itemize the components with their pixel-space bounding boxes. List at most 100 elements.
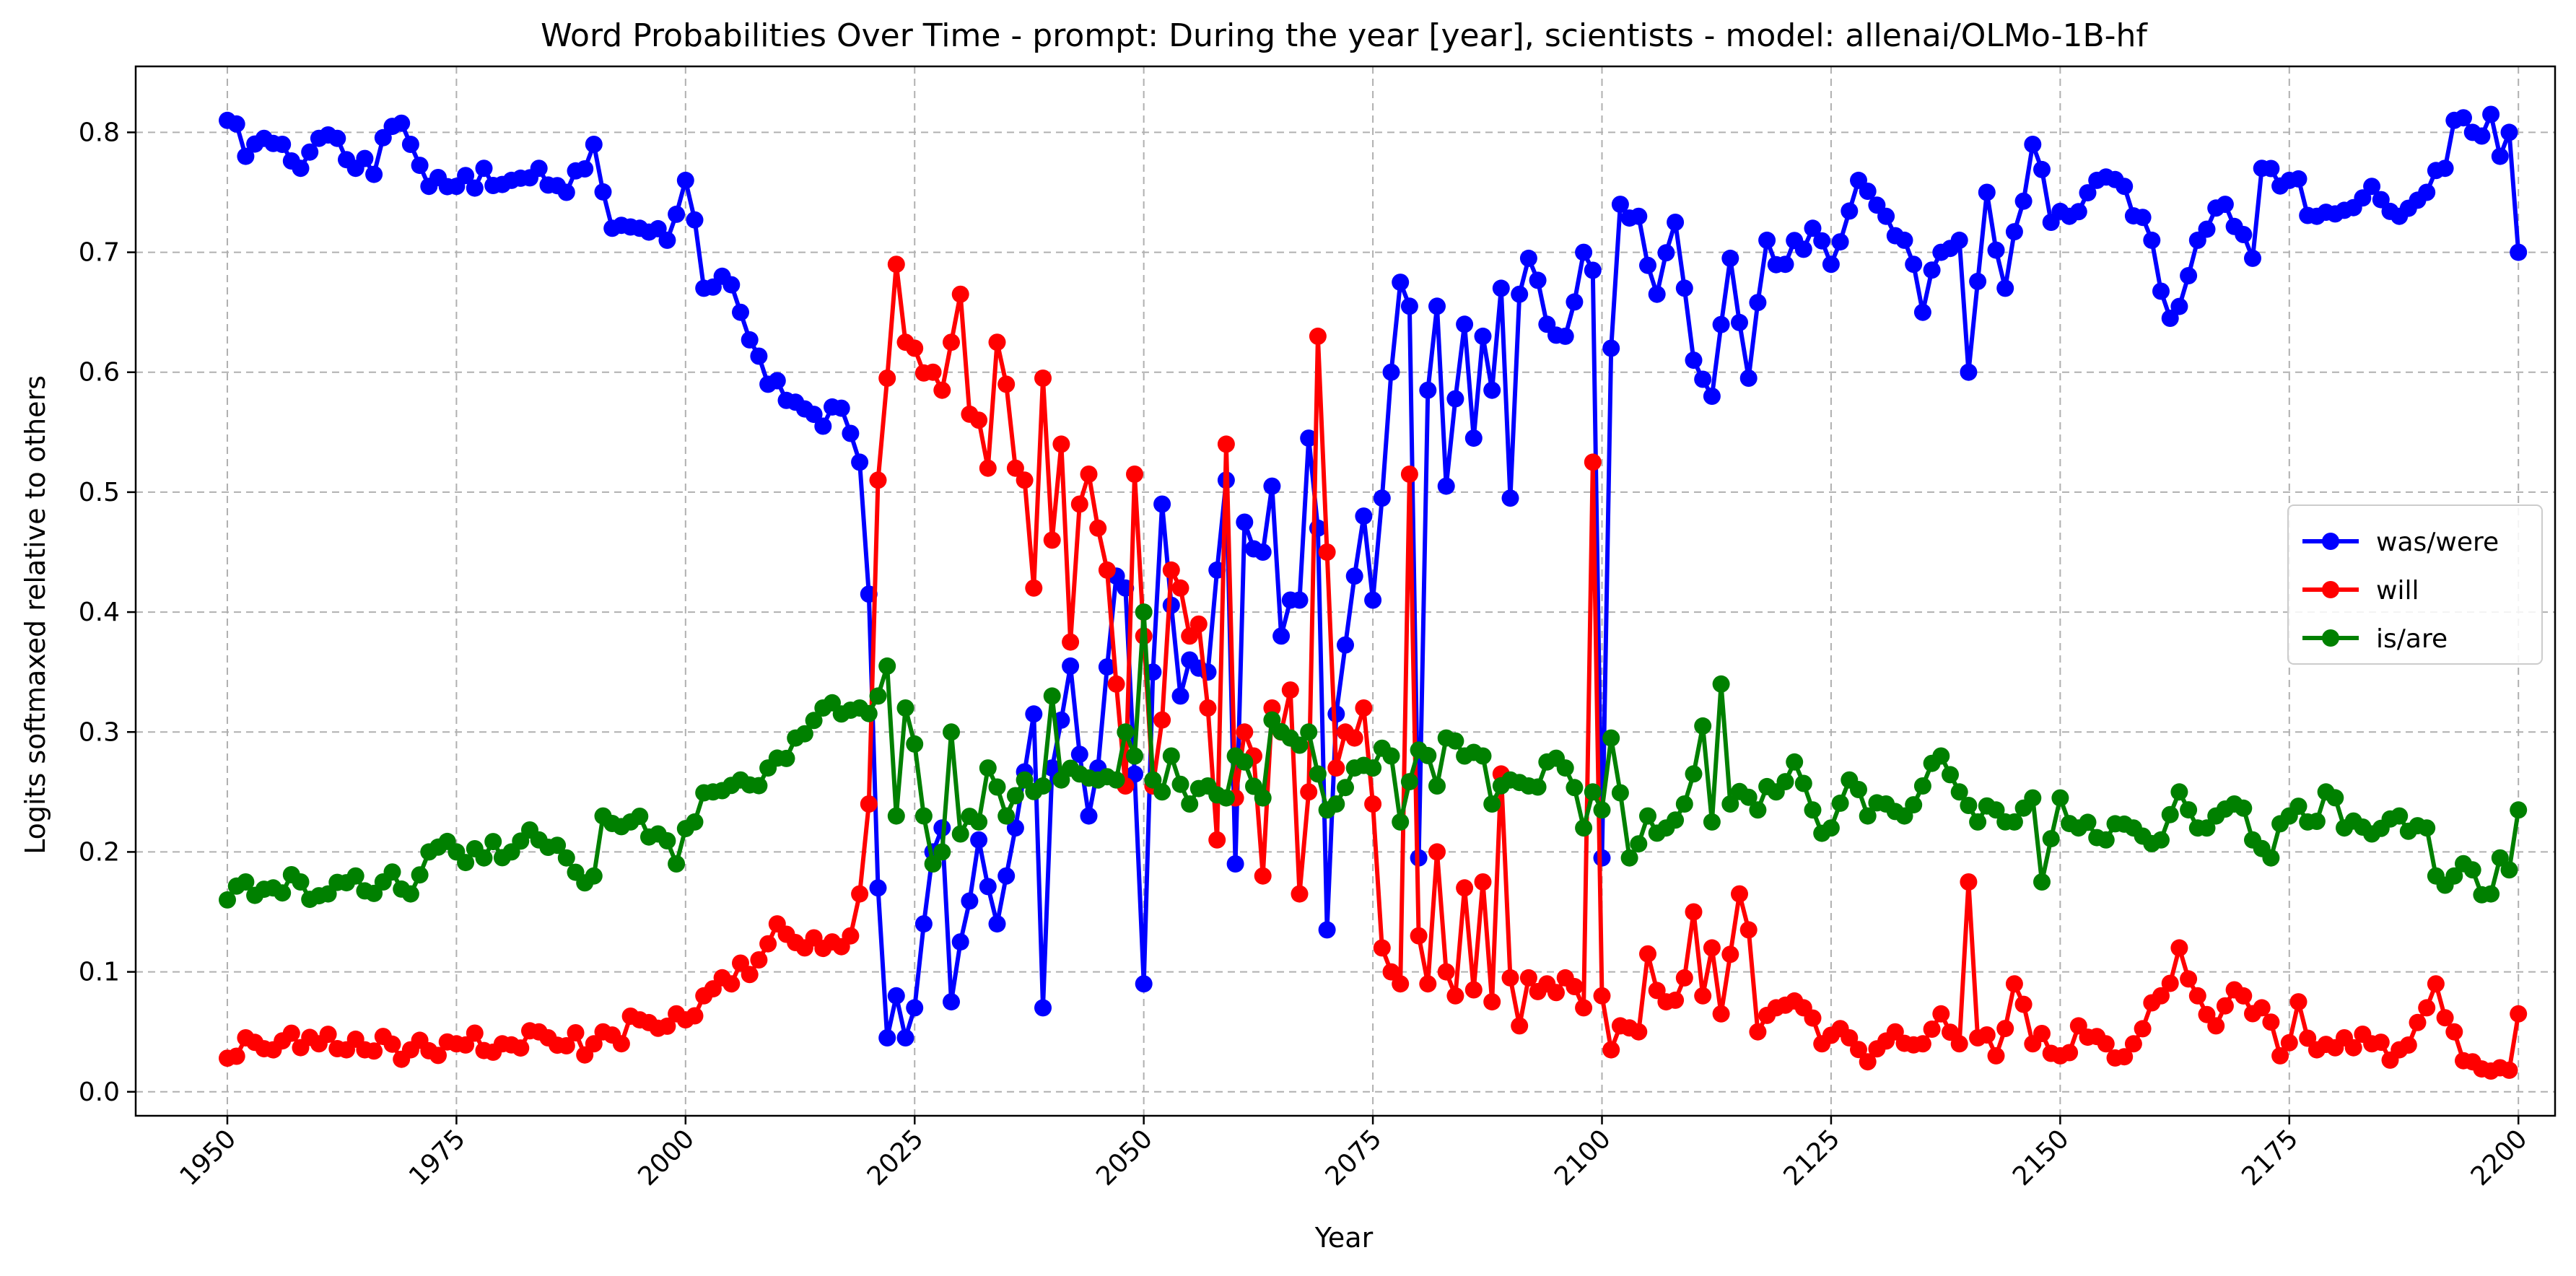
data-point [1694, 370, 1712, 388]
data-point [1107, 771, 1125, 789]
y-tick-label: 0.6 [79, 358, 120, 388]
data-point [2152, 282, 2170, 300]
data-point [1291, 885, 1309, 903]
data-point [319, 885, 337, 903]
data-point [2116, 178, 2134, 196]
data-point [227, 115, 245, 133]
data-point [1996, 1020, 2014, 1038]
data-point [1034, 777, 1052, 795]
data-point [997, 867, 1016, 885]
data-point [1474, 873, 1492, 891]
data-point [2005, 813, 2023, 831]
data-point [1749, 294, 1767, 312]
data-point [1593, 801, 1611, 819]
data-point [1804, 801, 1822, 819]
data-point [686, 813, 704, 831]
data-point [1006, 459, 1024, 477]
data-point [237, 873, 255, 891]
data-point [2216, 196, 2234, 214]
data-point [2445, 867, 2463, 885]
data-point [365, 165, 383, 183]
data-point [1703, 939, 1721, 957]
data-point [997, 375, 1016, 393]
data-point [1483, 381, 1501, 399]
data-point [457, 1036, 475, 1054]
data-point [2500, 123, 2518, 141]
data-point [2097, 1035, 2115, 1053]
data-point [1529, 778, 1547, 796]
data-point [1309, 765, 1327, 783]
data-point [1841, 202, 1859, 220]
data-point [1776, 773, 1794, 791]
data-point [1437, 963, 1455, 981]
data-point [2033, 160, 2051, 178]
data-point [842, 424, 860, 442]
data-point [1327, 795, 1345, 813]
data-point [1006, 819, 1024, 837]
data-point [1969, 813, 1987, 831]
data-point [676, 171, 694, 189]
data-point [1217, 435, 1235, 453]
data-point [2161, 310, 2179, 327]
data-point [1025, 705, 1043, 723]
data-point [851, 885, 869, 903]
data-point [1400, 297, 1418, 315]
data-point [631, 808, 649, 825]
data-point [1135, 603, 1153, 621]
data-point [1694, 717, 1712, 735]
data-point [988, 778, 1006, 796]
data-point [1126, 747, 1143, 765]
data-point [1364, 591, 1382, 609]
data-point [2024, 789, 2042, 807]
data-point [2409, 1013, 2427, 1031]
data-point [741, 331, 759, 349]
data-point [1932, 747, 1950, 765]
data-point [2500, 1061, 2518, 1079]
data-point [1960, 363, 1978, 381]
data-point [475, 849, 493, 867]
data-point [1245, 777, 1262, 795]
data-point [2180, 801, 2198, 819]
data-point [1703, 813, 1721, 831]
data-point [2473, 127, 2491, 145]
data-point [1575, 819, 1593, 837]
data-point [1236, 723, 1254, 741]
data-point [1960, 797, 1978, 814]
data-point [1739, 370, 1758, 387]
data-point [356, 149, 374, 167]
data-point [2491, 147, 2509, 165]
data-point [1822, 255, 1840, 274]
data-point [411, 157, 429, 175]
data-point [1263, 477, 1281, 495]
data-point [988, 915, 1006, 933]
data-point [1291, 591, 1309, 609]
data-point [2005, 975, 2023, 993]
data-point [1923, 261, 1941, 279]
data-point [1153, 711, 1171, 729]
data-point [393, 114, 411, 132]
data-point [1685, 765, 1703, 783]
data-point [383, 863, 401, 881]
data-point [2161, 974, 2179, 992]
data-point [1419, 381, 1437, 399]
data-point [1400, 466, 1418, 483]
data-point [585, 1035, 603, 1053]
data-point [1419, 746, 1437, 764]
data-point [1584, 783, 1602, 801]
data-point [1859, 807, 1877, 825]
data-point [2262, 1013, 2280, 1031]
data-point [1501, 969, 1519, 987]
data-point [686, 211, 704, 229]
data-point [1309, 327, 1327, 345]
data-point [1667, 811, 1685, 829]
data-point [1685, 351, 1703, 370]
data-point [585, 867, 603, 885]
data-point [914, 915, 933, 933]
data-point [658, 1017, 676, 1035]
legend: was/were will is/are [2287, 504, 2543, 665]
data-point [2482, 105, 2500, 123]
data-point [1345, 567, 1363, 585]
data-point [2198, 819, 2216, 837]
data-point [1675, 795, 1693, 813]
